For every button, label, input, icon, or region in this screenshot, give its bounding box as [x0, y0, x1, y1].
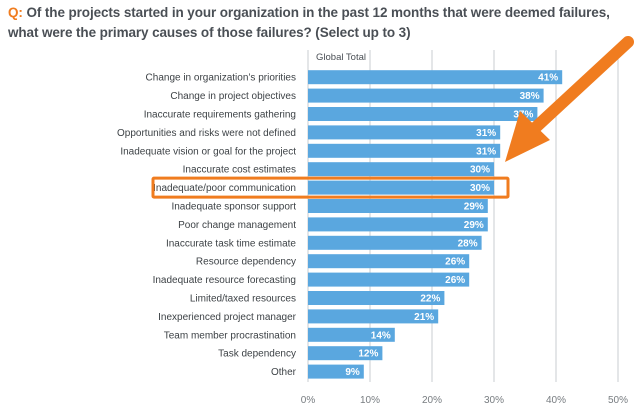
- value-label: 28%: [458, 238, 478, 249]
- question-title: Q: Of the projects started in your organ…: [8, 3, 634, 43]
- value-label: 30%: [470, 165, 490, 176]
- value-label: 14%: [371, 330, 391, 341]
- category-label: Change in project objectives: [170, 91, 296, 102]
- category-labels: Change in organization’s priorities Chang…: [117, 73, 297, 378]
- x-tick-label: 50%: [608, 395, 628, 406]
- category-label: Inaccurate task time estimate: [166, 238, 296, 249]
- bar: [308, 125, 501, 140]
- bar: [308, 309, 439, 324]
- bar: [308, 364, 364, 379]
- value-label: 29%: [464, 220, 484, 231]
- highlight-box: [151, 176, 510, 199]
- annotation-arrow: [505, 36, 634, 162]
- category-label: Opportunities and risks were not defined: [117, 128, 296, 139]
- category-label: Other: [271, 367, 297, 378]
- x-tick-label: 0%: [301, 395, 316, 406]
- value-label: 26%: [445, 275, 465, 286]
- value-label: 9%: [345, 367, 360, 378]
- category-label: Inadequate resource forecasting: [153, 275, 296, 286]
- category-label: Team member procrastination: [164, 330, 296, 341]
- question-prefix: Q:: [8, 5, 23, 20]
- value-label: 38%: [520, 91, 540, 102]
- bar: [308, 70, 563, 85]
- bars: [308, 70, 563, 379]
- x-tick-label: 40%: [546, 395, 566, 406]
- category-label: Inadequate sponsor support: [171, 202, 296, 213]
- value-label: 31%: [476, 146, 496, 157]
- arrow-shaft: [529, 36, 634, 134]
- bar: [308, 88, 544, 103]
- bar: [308, 180, 494, 195]
- value-label: 21%: [414, 312, 434, 323]
- category-label: Poor change management: [178, 220, 296, 231]
- value-label: 26%: [445, 257, 465, 268]
- category-label: Inadequate vision or goal for the projec…: [120, 146, 296, 157]
- category-label: Limited/taxed resources: [190, 294, 296, 305]
- bar: [308, 162, 494, 177]
- value-label: 22%: [420, 294, 440, 305]
- bar: [308, 272, 470, 287]
- category-label: Inadequate/poor communication: [153, 183, 296, 194]
- bar: [308, 291, 445, 305]
- value-label: 30%: [470, 183, 490, 194]
- bar: [308, 327, 395, 342]
- bar: [308, 143, 501, 158]
- value-label: 29%: [464, 202, 484, 213]
- category-label: Task dependency: [218, 349, 296, 360]
- bar: [308, 235, 482, 250]
- arrow-head: [505, 111, 550, 162]
- x-tick-label: 30%: [484, 395, 504, 406]
- value-label: 41%: [538, 73, 558, 84]
- question-text: Of the projects started in your organiza…: [8, 5, 610, 40]
- bar: [308, 199, 488, 213]
- category-label: Inaccurate requirements gathering: [144, 110, 296, 121]
- x-axis-ticks: 0% 10% 20% 30% 40% 50%: [301, 395, 628, 406]
- category-label: Inaccurate cost estimates: [183, 165, 296, 176]
- value-label: 31%: [476, 128, 496, 139]
- bar: [308, 107, 538, 121]
- value-label: 12%: [358, 349, 378, 360]
- bar: [308, 346, 383, 361]
- category-label: Resource dependency: [196, 257, 296, 268]
- bar: [308, 254, 470, 269]
- x-tick-label: 20%: [422, 395, 442, 406]
- category-label: Change in organization’s priorities: [146, 73, 296, 84]
- series-label: Global Total: [316, 52, 366, 63]
- x-tick-label: 10%: [360, 395, 380, 406]
- category-label: Inexperienced project manager: [158, 312, 297, 323]
- bar: [308, 217, 488, 232]
